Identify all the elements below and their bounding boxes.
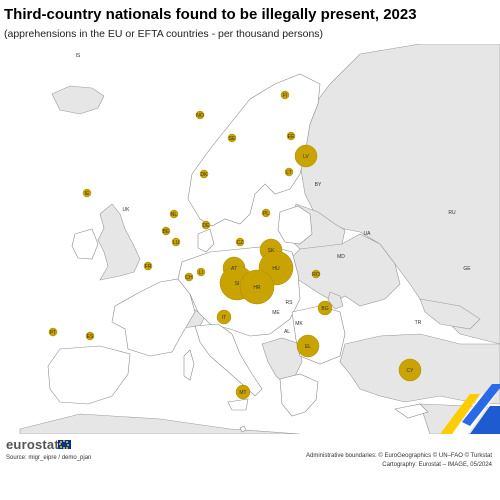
bubble-ee	[286, 131, 296, 141]
country-label-es: ES	[87, 334, 94, 340]
france-land	[111, 278, 196, 357]
scandinavia-land	[187, 73, 321, 227]
country-label-fr: FR	[145, 264, 152, 270]
country-label-pl: PL	[263, 211, 269, 217]
country-label-fi: FI	[283, 93, 287, 99]
bubble-ie	[82, 188, 92, 198]
country-label-se: SE	[229, 136, 236, 142]
country-label-is: IS	[76, 53, 81, 59]
bubble-se	[227, 133, 237, 143]
eurostat-corner-graphic	[440, 384, 500, 434]
country-label-lu: LU	[173, 240, 180, 246]
bubble-fi	[280, 90, 290, 100]
country-label-uk: UK	[123, 207, 131, 213]
country-label-at: AT	[231, 266, 237, 272]
bubble-lv	[294, 144, 318, 168]
baltics-land	[277, 205, 313, 245]
bubble-ro	[311, 269, 321, 279]
italy-land	[194, 323, 263, 397]
country-label-me: ME	[272, 310, 280, 316]
country-label-pt: PT	[50, 330, 56, 336]
country-label-nl: NL	[171, 212, 178, 218]
bubble-mt	[235, 384, 251, 400]
country-label-mk: MK	[295, 321, 303, 327]
boundaries-credit: Administrative boundaries: © EuroGeograp…	[305, 453, 492, 459]
bubble-it	[216, 309, 232, 325]
denmark-land	[197, 228, 215, 253]
country-label-ua: UA	[364, 231, 372, 237]
country-label-tr: TR	[415, 320, 422, 326]
bubble-cz	[235, 237, 245, 247]
north-africa-land	[19, 413, 301, 434]
iberia-land	[47, 345, 131, 405]
country-label-ru: RU	[448, 210, 456, 216]
bubble-de	[201, 220, 211, 230]
country-label-ge: GE	[463, 266, 471, 272]
iceland-land	[51, 85, 105, 115]
bubble-el	[296, 334, 320, 358]
bubble-es	[85, 331, 95, 341]
bubble-ch	[184, 272, 194, 282]
romania-bulgaria-land	[291, 305, 346, 365]
country-label-ch: CH	[185, 275, 193, 281]
country-label-al: AL	[284, 329, 290, 335]
bubble-hr	[239, 269, 275, 305]
eu-flag-icon	[58, 440, 71, 449]
bubble-fr	[143, 261, 153, 271]
country-label-li: LI	[199, 270, 203, 276]
country-label-be: BE	[163, 229, 170, 235]
bubble-pl	[261, 208, 271, 218]
cartography-credit: Cartography: Eurostat – IMAGE, 05/2024	[382, 462, 492, 468]
country-label-cy: CY	[407, 368, 415, 374]
sardinia-land	[183, 349, 195, 381]
country-label-md: MD	[337, 254, 345, 260]
bubble-nl	[169, 209, 179, 219]
bubble-layer	[48, 90, 422, 400]
greece-land	[279, 373, 319, 417]
sicily-land	[227, 398, 249, 411]
country-label-el: EL	[305, 344, 311, 350]
country-label-lt: LT	[286, 170, 291, 176]
country-label-mt: MT	[239, 390, 246, 396]
map-subtitle: (apprehensions in the EU or EFTA countri…	[4, 28, 324, 40]
eurostat-logo: eurostat	[6, 437, 59, 452]
country-label-ee: EE	[288, 134, 295, 140]
country-label-bg: BG	[321, 306, 328, 312]
country-label-by: BY	[315, 182, 322, 188]
cyprus-land	[394, 403, 429, 419]
bubble-cy	[398, 358, 422, 382]
georgia-land	[419, 298, 481, 330]
country-label-hr: HR	[253, 285, 261, 291]
country-label-cz: CZ	[237, 240, 244, 246]
moldova-land	[327, 291, 344, 310]
bubble-dk	[199, 169, 209, 179]
source-note: Source: migr_eipre / demo_pjan	[6, 455, 92, 461]
country-label-lv: LV	[303, 154, 309, 160]
bubble-bg	[317, 300, 333, 316]
ireland-land	[71, 228, 99, 260]
malta-land	[239, 425, 247, 433]
bubble-pt	[48, 327, 58, 337]
map-title: Third-country nationals found to be ille…	[4, 6, 417, 23]
bubble-be	[161, 226, 171, 236]
bubble-lu	[171, 237, 181, 247]
country-label-dk: DK	[201, 172, 209, 178]
bubble-lt	[284, 167, 294, 177]
country-label-hu: HU	[272, 266, 280, 272]
country-label-ro: RO	[312, 272, 320, 278]
country-label-ie: IE	[85, 191, 90, 197]
country-label-rs: RS	[286, 300, 294, 306]
bubble-no	[195, 110, 205, 120]
country-label-it: IT	[222, 315, 226, 321]
country-label-de: DE	[203, 223, 211, 229]
country-label-no: NO	[196, 113, 204, 119]
credits-note: Administrative boundaries: © EuroGeograp…	[306, 452, 492, 470]
country-label-si: SI	[235, 281, 240, 287]
bubble-li	[196, 267, 206, 277]
uk-land	[97, 203, 141, 281]
country-label-sk: SK	[268, 248, 275, 254]
